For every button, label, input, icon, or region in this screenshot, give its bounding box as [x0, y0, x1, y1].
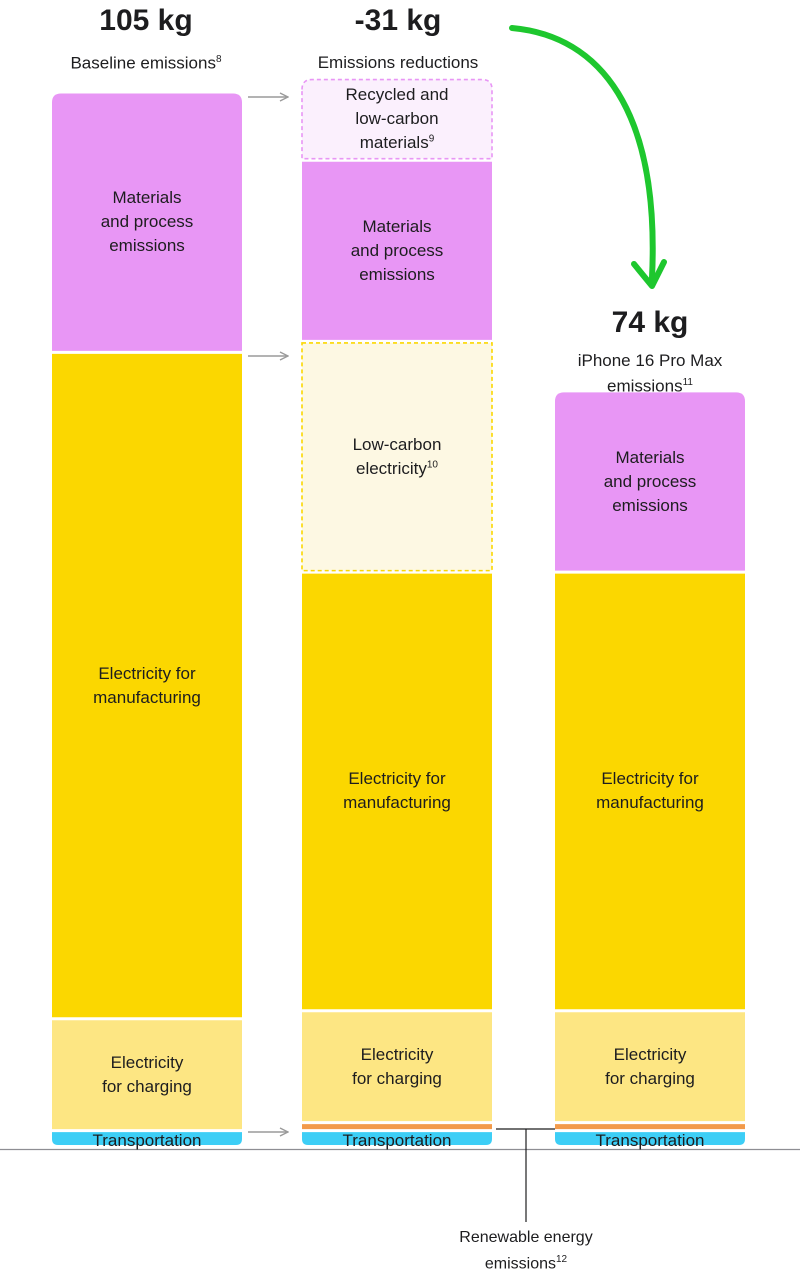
- final-footnote: 11: [682, 377, 693, 388]
- renewable-callout-line-2: emissions12: [484, 1254, 568, 1273]
- segment-label-line: and process: [350, 240, 444, 260]
- segment-label-line: Electricity: [110, 1052, 184, 1072]
- reductions-total: -31 kg: [354, 4, 442, 37]
- bar-segment-3-transportation: [555, 1132, 745, 1145]
- segment-label-line: Transportation: [595, 1130, 705, 1150]
- bar-segment-1-transportation: [52, 1132, 242, 1145]
- segment-label-line: Electricity for: [348, 769, 446, 789]
- final-label-line-1: iPhone 16 Pro Max: [577, 351, 723, 370]
- renewable-callout-line-1: Renewable energy: [459, 1229, 593, 1246]
- segment-label-2-recycled-and-low-carbon-materials: Recycled and low-carbon materials9: [302, 83, 492, 155]
- segment-label-line: Recycled and: [345, 85, 449, 105]
- segment-label-line: Electricity: [613, 1044, 687, 1064]
- segment-label-2-materials-and-process-emissions: Materials and process emissions: [302, 215, 492, 287]
- segment-label-line: manufacturing: [596, 793, 704, 813]
- segment-label-2-low-carbon-electricity: Low-carbon electricity10: [302, 433, 492, 481]
- segment-label-line: Low-carbon: [352, 434, 442, 454]
- segment-label-2-transportation: Transportation: [302, 1130, 492, 1150]
- reduction-arrow: [509, 25, 656, 281]
- bar-segment-2-renewable-energy-emissions: [302, 1124, 492, 1130]
- segment-label-line: Transportation: [92, 1130, 202, 1150]
- final-total: 74 kg: [611, 306, 689, 339]
- segment-footnote: 9: [428, 133, 435, 145]
- segment-label-3-materials-and-process-emissions: Materials and process emissions: [555, 446, 745, 518]
- segment-label-line: emissions: [612, 495, 688, 515]
- segment-label-line: Electricity for: [601, 769, 699, 789]
- segment-label-line: Transportation: [342, 1130, 452, 1150]
- reduction-arrowhead: [631, 259, 667, 289]
- segment-label-2-electricity-for-manufacturing: Electricity for manufacturing: [302, 767, 492, 815]
- segment-label-line: manufacturing: [93, 687, 201, 707]
- segment-label-line: manufacturing: [343, 793, 451, 813]
- segment-label-line: electricity10: [356, 458, 438, 478]
- segment-label-line: Materials: [615, 447, 685, 467]
- segment-label-line: Electricity: [360, 1044, 434, 1064]
- bar-segment-2-low-carbon-electricity: [301, 342, 493, 572]
- bar-segment-1-electricity-for-charging: [52, 1020, 242, 1130]
- bar-segment-2-transportation: [302, 1132, 492, 1145]
- renewable-footnote: 12: [556, 1254, 568, 1265]
- segment-label-3-electricity-for-manufacturing: Electricity for manufacturing: [555, 767, 745, 815]
- bar-segment-2-materials-and-process-emissions: [302, 161, 492, 340]
- bar-segment-2-electricity-for-charging: [302, 1012, 492, 1122]
- segment-label-line: and process: [603, 471, 697, 491]
- bar-segment-1-electricity-for-manufacturing: [52, 353, 242, 1018]
- bar-segment-2-recycled-and-low-carbon-materials: [301, 78, 493, 160]
- segment-label-line: for charging: [605, 1068, 695, 1088]
- segment-label-line: materials9: [359, 133, 435, 153]
- bar-segment-1-materials-and-process-emissions: [52, 93, 242, 351]
- segment-label-line: Materials: [112, 188, 182, 208]
- segment-label-2-electricity-for-charging: Electricity for charging: [302, 1043, 492, 1091]
- segment-label-3-electricity-for-charging: Electricity for charging: [555, 1043, 745, 1091]
- bar-segment-3-materials-and-process-emissions: [555, 392, 745, 571]
- bar-segment-3-electricity-for-manufacturing: [555, 573, 745, 1010]
- renewable-callout-label: Renewable energy emissions12: [406, 1227, 646, 1275]
- bar-segment-2-electricity-for-manufacturing: [302, 573, 492, 1010]
- segment-label-line: low-carbon: [355, 109, 439, 129]
- baseline-label: Baseline emissions8: [70, 53, 222, 73]
- bar-segment-3-renewable-energy-emissions: [555, 1124, 745, 1130]
- segment-label-line: emissions: [109, 236, 185, 256]
- reductions-label: Emissions reductions: [317, 53, 479, 72]
- segment-label-1-materials-and-process-emissions: Materials and process emissions: [52, 186, 242, 258]
- segment-label-line: Electricity for: [98, 663, 196, 683]
- bar-segment-3-electricity-for-charging: [555, 1012, 745, 1122]
- segment-label-1-electricity-for-manufacturing: Electricity for manufacturing: [52, 662, 242, 710]
- segment-footnote: 10: [426, 459, 438, 471]
- segment-label-1-electricity-for-charging: Electricity for charging: [52, 1051, 242, 1099]
- baseline-footnote: 8: [215, 54, 222, 65]
- segment-label-line: for charging: [102, 1076, 192, 1096]
- segment-label-1-transportation: Transportation: [52, 1130, 242, 1150]
- segment-label-3-transportation: Transportation: [555, 1130, 745, 1150]
- baseline-total: 105 kg: [99, 4, 193, 37]
- segment-label-line: emissions: [359, 264, 435, 284]
- final-label: iPhone 16 Pro Max emissions11: [530, 350, 770, 398]
- segment-label-line: and process: [100, 212, 194, 232]
- segment-label-line: Materials: [362, 216, 432, 236]
- final-label-line-2: emissions11: [607, 376, 693, 396]
- segment-label-line: for charging: [352, 1068, 442, 1088]
